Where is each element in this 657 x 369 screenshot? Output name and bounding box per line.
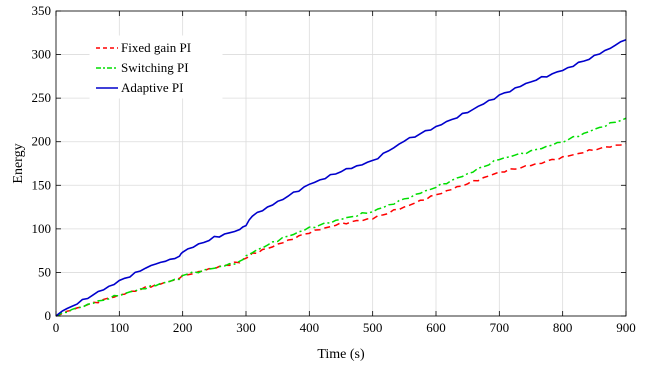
y-tick-label: 200 (32, 134, 52, 149)
legend-label-switching-pi: Switching PI (121, 60, 189, 75)
x-tick-label: 600 (426, 320, 446, 335)
y-tick-label: 50 (38, 264, 51, 279)
x-tick-label: 100 (110, 320, 130, 335)
y-tick-label: 350 (32, 3, 52, 18)
y-tick-label: 0 (45, 308, 52, 323)
x-tick-label: 0 (53, 320, 60, 335)
series-line-fixed-gain-pi (55, 142, 627, 317)
x-tick-label: 800 (553, 320, 573, 335)
y-tick-label: 100 (32, 221, 52, 236)
legend: Fixed gain PI Switching PI Adaptive PI (89, 35, 223, 99)
x-tick-label: 400 (300, 320, 320, 335)
x-tick-label: 900 (616, 320, 636, 335)
x-tick-label: 300 (236, 320, 256, 335)
series-line-adaptive-pi (55, 39, 627, 317)
legend-entry-fixed-gain-pi: Fixed gain PI (96, 40, 191, 55)
x-tick-label: 500 (363, 320, 383, 335)
legend-label-adaptive-pi: Adaptive PI (121, 80, 183, 95)
x-axis-label: Time (s) (317, 347, 365, 362)
y-tick-label: 300 (32, 47, 52, 62)
y-axis-label: Energy (11, 143, 26, 183)
series-line-switching-pi (55, 117, 627, 317)
legend-entry-switching-pi: Switching PI (96, 60, 189, 75)
x-tick-label: 700 (490, 320, 510, 335)
y-tick-label: 150 (32, 177, 52, 192)
legend-label-fixed-gain-pi: Fixed gain PI (121, 40, 191, 55)
plot-frame (55, 10, 627, 317)
axis-ticks: 0 100 200 300 400 500 600 700 800 900 0 50 100 150 200… (32, 3, 636, 335)
series-lines (55, 39, 627, 317)
x-tick-label: 200 (173, 320, 193, 335)
y-tick-label: 250 (32, 90, 52, 105)
legend-entry-adaptive-pi: Adaptive PI (96, 80, 183, 95)
